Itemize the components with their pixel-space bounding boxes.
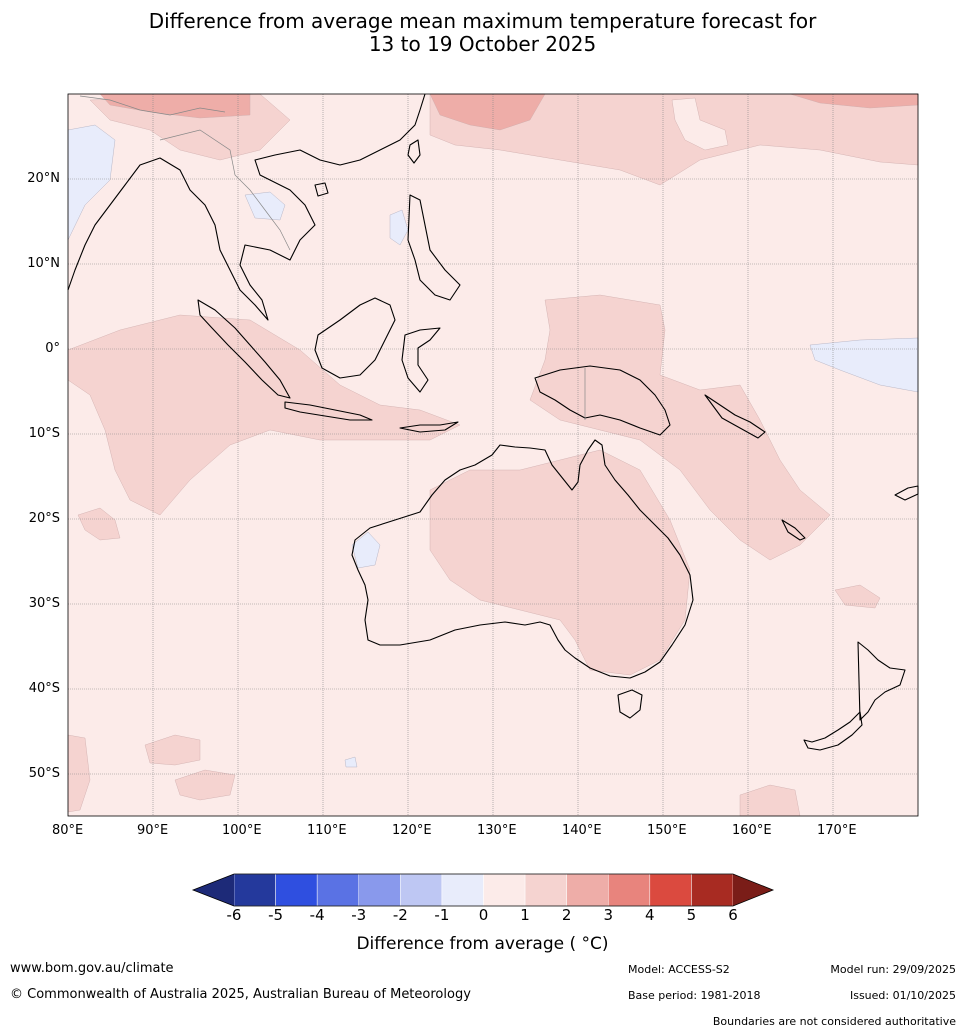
longitude-label: 110°E: [307, 823, 347, 838]
longitude-label: 170°E: [817, 823, 857, 838]
colorbar-tick-label: 3: [593, 906, 623, 924]
colorbar-segment: [359, 874, 401, 906]
colorbar-segment: [567, 874, 609, 906]
colorbar-tick-label: -3: [344, 906, 374, 924]
colorbar-tick-label: -4: [302, 906, 332, 924]
longitude-label: 80°E: [52, 823, 83, 838]
colorbar-tick-label: 5: [676, 906, 706, 924]
colorbar-over-arrow: [733, 874, 773, 906]
colorbar-tick-label: -1: [427, 906, 457, 924]
colorbar-tick-label: 6: [718, 906, 748, 924]
latitude-label: 40°S: [0, 681, 60, 696]
latitude-label: 20°S: [0, 511, 60, 526]
footer-website[interactable]: www.bom.gov.au/climate: [10, 961, 174, 976]
colorbar-segment: [442, 874, 484, 906]
latitude-label: 30°S: [0, 596, 60, 611]
colorbar-segment: [525, 874, 567, 906]
colorbar-under-arrow: [193, 874, 234, 906]
colorbar-tick-label: 2: [552, 906, 582, 924]
colorbar-tick-label: 0: [469, 906, 499, 924]
colorbar-tick-label: -6: [219, 906, 249, 924]
latitude-label: 20°N: [0, 171, 60, 186]
footer-issued: Issued: 01/10/2025: [850, 989, 956, 1002]
footer-base-period: Base period: 1981-2018: [628, 989, 760, 1002]
colorbar: [193, 874, 773, 906]
colorbar-tick-label: -5: [261, 906, 291, 924]
latitude-label: 10°N: [0, 256, 60, 271]
colorbar-segment: [484, 874, 526, 906]
colorbar-segment: [400, 874, 442, 906]
colorbar-tick-label: -2: [385, 906, 415, 924]
colorbar-segment: [317, 874, 359, 906]
footer-model: Model: ACCESS-S2: [628, 963, 730, 976]
colorbar-segment: [608, 874, 650, 906]
colorbar-segment: [234, 874, 276, 906]
latitude-label: 0°: [0, 341, 60, 356]
colorbar-title: Difference from average ( °C): [0, 934, 965, 954]
longitude-label: 100°E: [222, 823, 262, 838]
longitude-label: 150°E: [647, 823, 687, 838]
longitude-label: 160°E: [732, 823, 772, 838]
colorbar-tick-label: 4: [635, 906, 665, 924]
colorbar-segment: [276, 874, 318, 906]
latitude-label: 10°S: [0, 426, 60, 441]
longitude-label: 140°E: [562, 823, 602, 838]
colorbar-segment: [650, 874, 692, 906]
footer-copyright: © Commonwealth of Australia 2025, Austra…: [10, 987, 471, 1002]
footer-disclaimer: Boundaries are not considered authoritat…: [713, 1015, 956, 1028]
footer-model-run: Model run: 29/09/2025: [830, 963, 956, 976]
colorbar-segment: [691, 874, 733, 906]
latitude-label: 50°S: [0, 766, 60, 781]
longitude-label: 130°E: [477, 823, 517, 838]
longitude-label: 90°E: [137, 823, 168, 838]
longitude-label: 120°E: [392, 823, 432, 838]
colorbar-tick-label: 1: [510, 906, 540, 924]
